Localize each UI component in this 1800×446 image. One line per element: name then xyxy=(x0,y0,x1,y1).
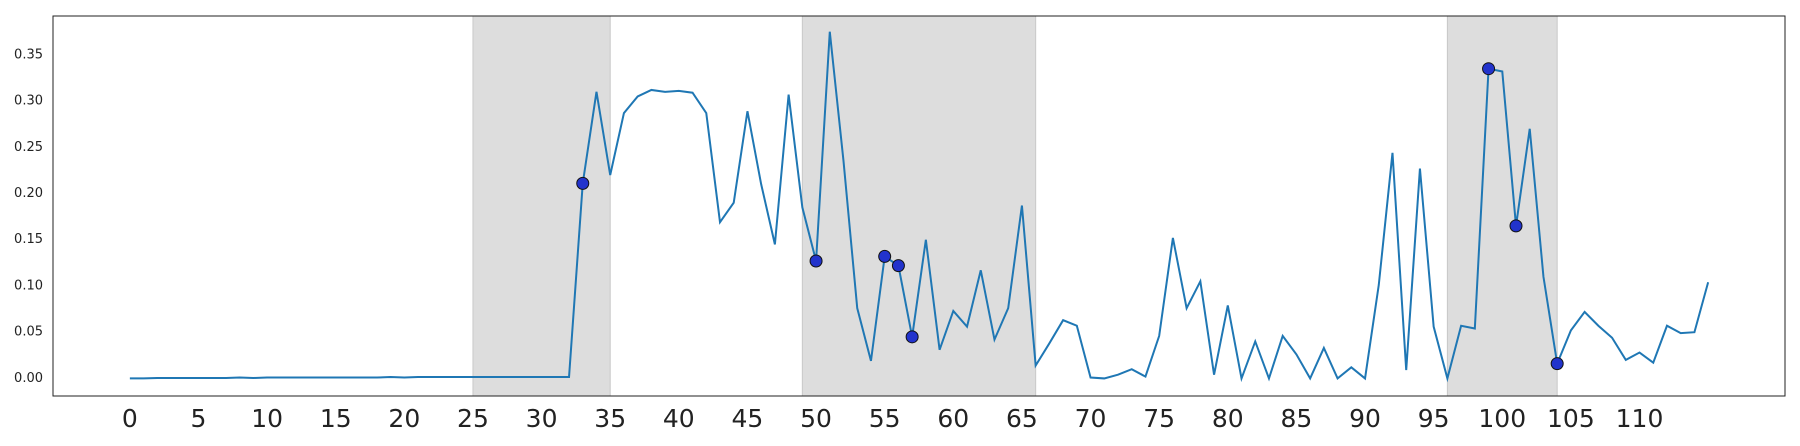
y-tick-label: 0.25 xyxy=(14,140,43,155)
marker-point xyxy=(1482,62,1496,76)
marker-point xyxy=(891,259,905,273)
y-tick-label: 0.00 xyxy=(14,371,43,386)
shaded-span xyxy=(472,15,611,397)
x-tick-label: 85 xyxy=(1281,404,1313,433)
marker-point xyxy=(576,176,590,190)
x-tick-label: 25 xyxy=(457,404,489,433)
x-tick-label: 15 xyxy=(320,404,352,433)
x-tick-label: 5 xyxy=(191,404,207,433)
y-tick-label: 0.15 xyxy=(14,232,43,247)
marker-point xyxy=(809,254,823,268)
x-tick-label: 20 xyxy=(388,404,420,433)
x-tick-label: 95 xyxy=(1418,404,1450,433)
y-tick-label: 0.35 xyxy=(14,47,43,62)
x-tick-label: 105 xyxy=(1547,404,1595,433)
x-tick-label: 55 xyxy=(869,404,901,433)
x-tick-label: 50 xyxy=(800,404,832,433)
y-tick-label: 0.10 xyxy=(14,278,43,293)
x-tick-label: 35 xyxy=(594,404,626,433)
marker-point xyxy=(1550,357,1564,371)
x-tick-label: 60 xyxy=(937,404,969,433)
x-tick-label: 70 xyxy=(1075,404,1107,433)
y-tick-label: 0.20 xyxy=(14,186,43,201)
x-tick-label: 0 xyxy=(122,404,138,433)
plot-frame xyxy=(52,15,1786,397)
shaded-span xyxy=(801,15,1037,397)
marker-point xyxy=(905,330,919,344)
x-tick-label: 75 xyxy=(1143,404,1175,433)
y-tick-label: 0.30 xyxy=(14,94,43,109)
x-tick-label: 30 xyxy=(526,404,558,433)
x-tick-label: 100 xyxy=(1478,404,1526,433)
x-tick-label: 90 xyxy=(1349,404,1381,433)
x-tick-label: 80 xyxy=(1212,404,1244,433)
y-tick-label: 0.05 xyxy=(14,325,43,340)
x-tick-label: 45 xyxy=(732,404,764,433)
series-line xyxy=(129,31,1710,383)
x-tick-label: 110 xyxy=(1616,404,1664,433)
x-tick-label: 40 xyxy=(663,404,695,433)
x-tick-label: 65 xyxy=(1006,404,1038,433)
marker-point xyxy=(1509,219,1523,233)
x-tick-label: 10 xyxy=(251,404,283,433)
marker-point xyxy=(878,249,892,263)
